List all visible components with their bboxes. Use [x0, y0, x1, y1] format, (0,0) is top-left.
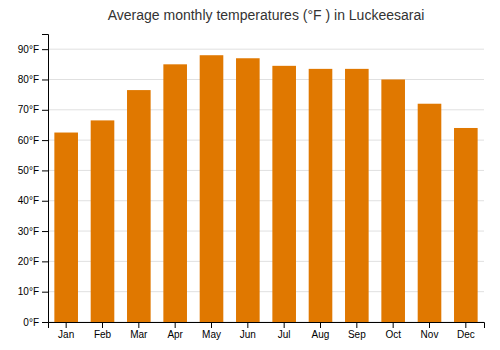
x-tick: Aug	[312, 322, 330, 340]
x-tick-label: Apr	[167, 329, 183, 340]
x-tick-label: May	[202, 329, 221, 340]
grid	[48, 49, 484, 322]
x-tick: Jun	[240, 322, 256, 340]
y-tick-label: 50°F	[18, 165, 39, 176]
x-tick-mark	[320, 322, 321, 328]
x-tick: Feb	[94, 322, 112, 340]
y-tick-mark	[42, 79, 48, 80]
y-tick-mark	[42, 292, 48, 293]
plot: 0°F 10°F 20°F 30°F 40°F 50°F 60°F 70°F 80°F 90°F J…	[18, 35, 485, 341]
x-tick: Oct	[385, 322, 401, 340]
y-tick-mark	[42, 49, 48, 50]
x-tick: Nov	[421, 322, 439, 340]
x-tick-label: Dec	[457, 329, 475, 340]
x-tick-mark	[66, 322, 67, 328]
y-tick-label: 70°F	[18, 104, 39, 115]
y-tick: 20°F	[18, 256, 48, 267]
bar	[381, 79, 405, 322]
x-tick: Sep	[348, 322, 366, 340]
x-tick-mark	[429, 322, 430, 328]
y-tick: 80°F	[18, 74, 48, 85]
x-tick: Mar	[130, 322, 148, 340]
x-tick-label: Mar	[130, 329, 148, 340]
bar	[236, 58, 260, 322]
y-tick-mark	[42, 201, 48, 202]
y-tick: 60°F	[18, 135, 48, 146]
bar	[345, 69, 369, 322]
x-axis: Jan Feb Mar Apr May Jun Jul Aug Sep Oct Nov Dec	[49, 322, 485, 340]
y-tick-label: 30°F	[18, 226, 39, 237]
x-tick-mark	[175, 322, 176, 328]
y-tick-label: 20°F	[18, 256, 39, 267]
y-axis-line	[42, 35, 49, 323]
y-tick: 50°F	[18, 165, 48, 176]
y-tick: 30°F	[18, 226, 48, 237]
x-tick: Jul	[278, 322, 291, 340]
y-tick-mark	[42, 140, 48, 141]
chart: 0°F 10°F 20°F 30°F 40°F 50°F 60°F 70°F 80°F 90°F J…	[0, 0, 500, 350]
y-tick: 70°F	[18, 104, 48, 115]
x-tick: Dec	[457, 322, 475, 340]
y-tick-mark	[42, 261, 48, 262]
x-tick-label: Feb	[94, 329, 112, 340]
x-tick-label: Nov	[421, 329, 439, 340]
x-tick-label: Aug	[312, 329, 330, 340]
x-tick-label: Jul	[278, 329, 291, 340]
y-tick-mark	[42, 322, 48, 323]
x-tick-mark	[138, 322, 139, 328]
title: Average monthly temperatures (°F ) in Lu…	[108, 7, 425, 23]
x-tick-label: Sep	[348, 329, 366, 340]
x-tick: May	[202, 322, 221, 340]
y-tick: 0°F	[23, 317, 48, 328]
y-tick-label: 60°F	[18, 135, 39, 146]
y-tick-label: 0°F	[23, 317, 39, 328]
x-tick-label: Oct	[385, 329, 401, 340]
x-tick-label: Jan	[58, 329, 74, 340]
y-tick-mark	[42, 170, 48, 171]
x-tick-mark	[465, 322, 466, 328]
x-axis-line	[49, 323, 485, 329]
y-tick-label: 10°F	[18, 286, 39, 297]
x-tick-mark	[102, 322, 103, 328]
bars	[54, 55, 477, 322]
y-axis: 0°F 10°F 20°F 30°F 40°F 50°F 60°F 70°F 80°F 90°F	[18, 35, 49, 328]
bar	[54, 133, 78, 322]
x-tick-mark	[356, 322, 357, 328]
x-tick: Apr	[167, 322, 183, 340]
y-tick-mark	[42, 110, 48, 111]
x-tick: Jan	[58, 322, 74, 340]
y-tick-label: 40°F	[18, 195, 39, 206]
bar	[309, 69, 333, 322]
y-tick: 10°F	[18, 286, 48, 297]
y-tick-label: 80°F	[18, 74, 39, 85]
bar	[454, 128, 478, 322]
bar	[272, 66, 296, 322]
y-tick: 90°F	[18, 44, 48, 55]
y-tick-label: 90°F	[18, 44, 39, 55]
y-tick: 40°F	[18, 195, 48, 206]
bar	[91, 120, 115, 322]
bar	[163, 64, 187, 322]
x-tick-mark	[247, 322, 248, 328]
bar	[127, 90, 151, 322]
bar	[418, 104, 442, 322]
grid-line	[48, 79, 484, 80]
x-tick-mark	[211, 322, 212, 328]
bar	[200, 55, 224, 322]
x-tick-mark	[393, 322, 394, 328]
grid-line	[48, 49, 484, 50]
y-tick-mark	[42, 231, 48, 232]
x-tick-mark	[284, 322, 285, 328]
x-tick-label: Jun	[240, 329, 256, 340]
